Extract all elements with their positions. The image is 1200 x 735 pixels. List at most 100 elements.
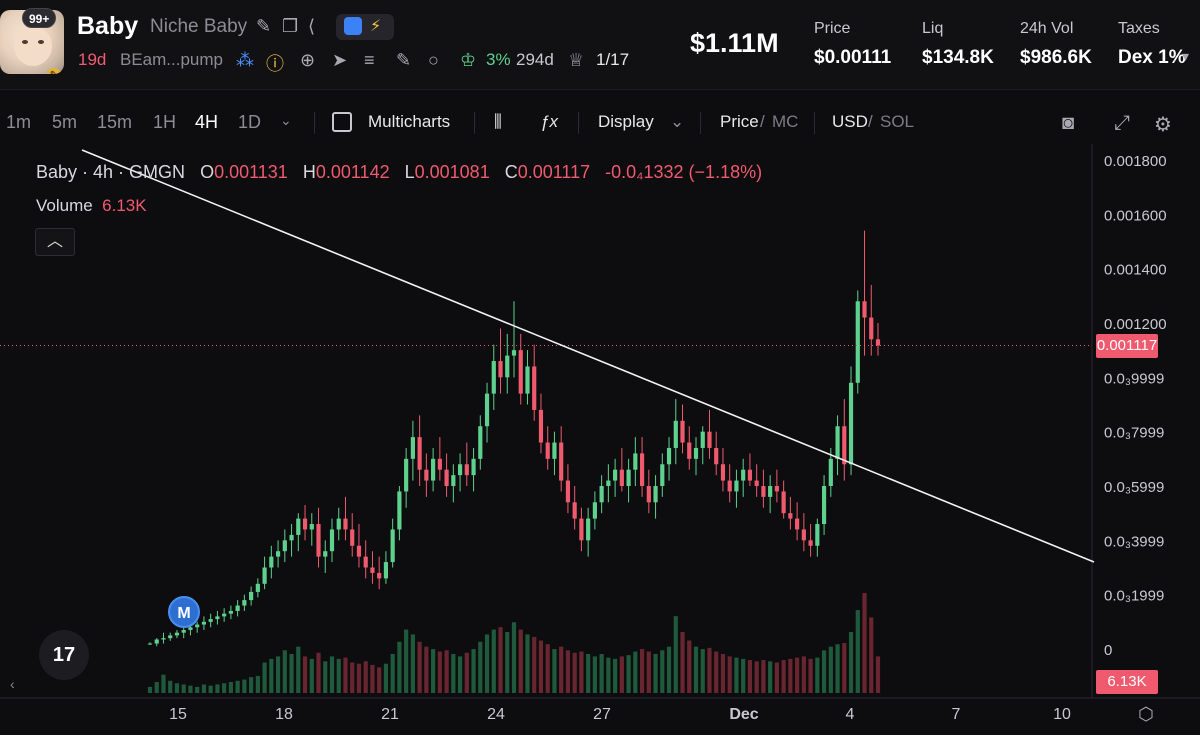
candle-body [545,442,550,459]
divider [578,112,579,134]
volume-bar [801,656,806,693]
notification-badge[interactable]: 99+ [22,8,57,28]
volume-bar [457,656,463,693]
candle-body [599,486,604,503]
edit-avatar-icon[interactable]: ✎ [46,68,62,74]
lightning-icon: ⚡ [370,18,382,35]
indicators-icon[interactable]: ƒx [540,112,558,131]
camera-icon[interactable]: ◙ [1062,112,1075,134]
volume-value: 6.13K [102,196,147,215]
volume-bar [700,649,705,693]
time-axis-label: 24 [487,706,505,723]
globe-icon[interactable]: ⊕ [300,50,316,70]
candle-body [309,524,314,530]
chef-hat-icon: ♔ [460,50,477,70]
candle-body [397,491,402,530]
candle-body [666,447,672,465]
timeframe-5m[interactable]: 5m [52,112,78,132]
candle-body [815,524,820,546]
multicharts-checkbox[interactable] [332,112,352,132]
candle-body [525,366,530,394]
price-toggle[interactable]: Price [720,112,759,131]
candle-body [431,458,436,481]
stat-liq-value: $134.8K [922,47,994,68]
candle-body [275,551,281,557]
volume-bar [444,650,449,693]
migration-marker[interactable]: M [168,596,200,628]
multicharts-label[interactable]: Multicharts [368,112,451,131]
stream-icon[interactable]: ≡ [364,50,375,70]
timeframe-4h[interactable]: 4H [195,112,219,132]
holders-icon[interactable]: ⁂ [236,50,254,70]
volume-bar [208,685,213,693]
warning-icon[interactable]: ⓘ [266,54,284,74]
chevron-down-icon[interactable]: ⌄ [280,112,292,128]
trend-line-drawing [81,149,1095,563]
candle-body [484,393,490,427]
chart-settings-icon[interactable]: ⬡ [1138,704,1154,724]
edit-icon[interactable]: ✎ [256,16,272,36]
copy-icon[interactable]: ❐ [282,16,299,36]
candle-body [720,464,726,481]
volume-bar [559,646,564,693]
collapse-legend-button[interactable]: ︿ [35,228,75,256]
candle-body [795,518,800,530]
candle-body [208,619,213,622]
candle-body [404,458,409,492]
volume-bar [262,662,267,693]
candle-body [343,518,348,530]
volume-bar [309,658,314,693]
timeframe-15m[interactable]: 15m [97,112,133,132]
candle-type-icon[interactable]: ⫼ [494,112,502,131]
chevron-down-icon[interactable]: ⌄ [670,112,685,131]
token-address[interactable]: BEam...pump [120,50,223,69]
telegram-icon[interactable]: ➤ [332,50,348,70]
chart-title: Baby · 4h · GMGN [36,162,186,182]
price-axis-label: 0.0₃5999 [1104,479,1164,496]
volume-bar [201,684,207,693]
volume-bar [329,656,335,693]
mc-toggle[interactable]: MC [772,112,799,131]
fullscreen-icon[interactable]: ⤢ [1114,112,1130,134]
stat-vol-value: $986.6K [1020,47,1092,68]
sol-toggle[interactable]: SOL [880,112,915,131]
volume-bar [572,652,577,693]
timeframe-1m[interactable]: 1m [6,112,32,132]
candle-body [147,643,153,645]
display-menu[interactable]: Display [598,112,654,131]
price-chart[interactable]: 0.001800 0.001600 0.001400 0.001200 0.0₃9999… [0,144,1200,735]
token-symbol: Baby [77,12,139,40]
ohlc-legend: Baby · 4h · GMGN O0.001131 H0.001142 L0.… [36,162,762,183]
candle-body [835,426,840,459]
tradingview-logo[interactable]: 17 [39,630,89,680]
settings-gear-icon[interactable]: ⚙ [1154,114,1172,136]
volume-bar [181,684,186,693]
boost-pill[interactable]: ⚡ [336,14,394,40]
volume-bar [323,661,328,693]
candle-body [734,480,739,492]
timeframe-1h[interactable]: 1H [153,112,177,132]
volume-bar [613,658,618,693]
usd-toggle[interactable]: USD [832,112,868,131]
price-axis-label: 0.001200 [1104,316,1167,333]
volume-bar [518,629,523,693]
candle-body [282,540,287,552]
price-axis-label: 0.001600 [1104,207,1167,224]
chevron-down-icon[interactable]: ▾ [1182,48,1190,64]
divider [700,112,701,134]
volume-bar [673,616,678,693]
candle-body [774,486,779,492]
volume-bar [862,593,867,693]
candle-body [693,447,699,459]
note-icon[interactable]: ✎ [396,50,412,70]
share-icon[interactable]: ⟨ [308,16,316,36]
candle-body [188,627,193,630]
market-cap: $1.11M [690,28,779,58]
volume-bar [289,653,294,693]
candle-body [228,610,233,614]
timeframe-1d[interactable]: 1D [238,112,262,132]
search-icon[interactable]: ○ [428,50,439,70]
volume-bar [538,640,544,693]
scroll-left-icon[interactable]: ‹ [10,676,15,692]
candle-body [451,475,456,486]
